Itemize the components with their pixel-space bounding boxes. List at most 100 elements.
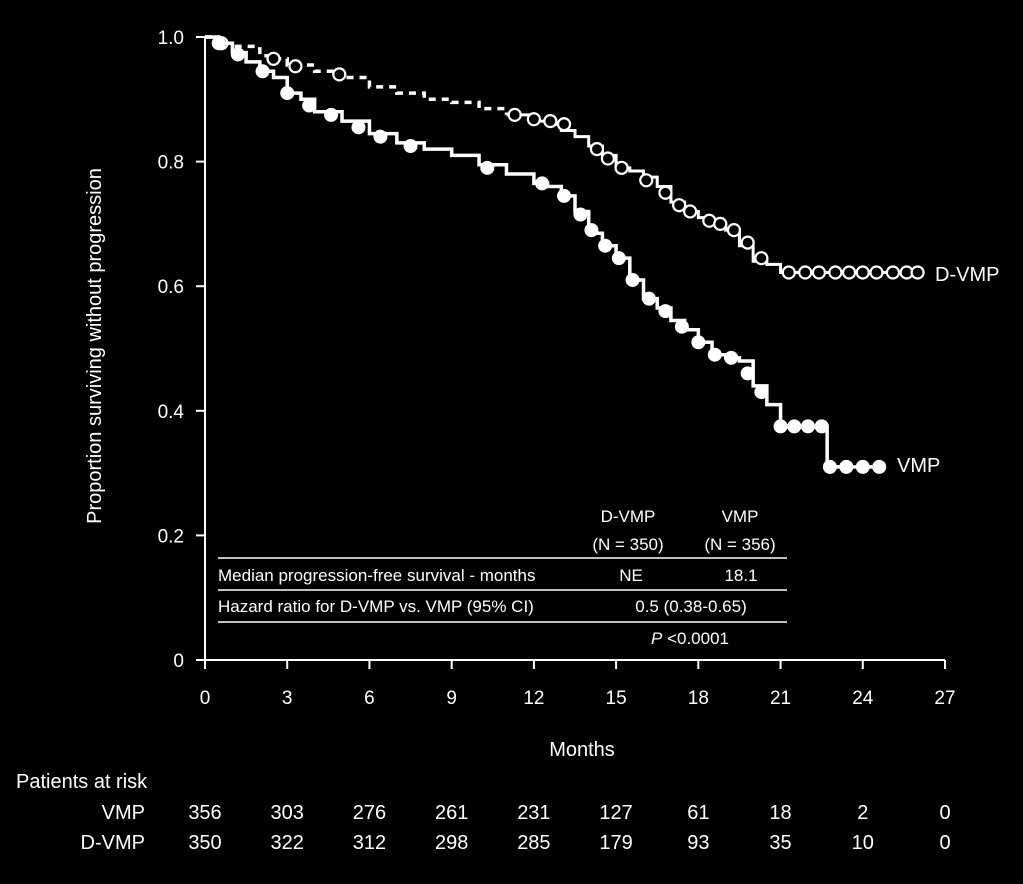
censor-mark-open xyxy=(869,265,884,280)
inset-header-vmp-n: (N = 356) xyxy=(704,535,775,554)
risk-value: 0 xyxy=(939,802,950,824)
censor-mark-filled xyxy=(584,223,599,238)
censor-mark-filled xyxy=(324,107,339,122)
censor-mark-open xyxy=(589,142,605,157)
risk-row-dvmp-label: D-VMP xyxy=(81,832,145,854)
censor-mark-filled xyxy=(230,47,245,62)
inset-p-value: P <0.0001 xyxy=(651,629,729,648)
censor-mark-open xyxy=(798,265,813,280)
risk-row-vmp-label: VMP xyxy=(102,802,145,824)
censor-mark-filled xyxy=(800,419,815,434)
censor-mark-filled xyxy=(740,366,755,381)
inset-row-2-value: 0.5 (0.38-0.65) xyxy=(635,597,747,616)
censor-mark-open xyxy=(828,265,843,280)
x-tick-label: 21 xyxy=(770,688,791,709)
series-label-dvmp: D-VMP xyxy=(935,264,999,286)
risk-value: 179 xyxy=(599,832,632,854)
censor-mark-filled xyxy=(707,347,722,362)
x-tick-label: 6 xyxy=(364,688,375,709)
censor-mark-open xyxy=(841,265,857,280)
x-tick-label: 27 xyxy=(934,688,955,709)
y-tick-label: 0.6 xyxy=(158,277,184,298)
censor-mark-filled xyxy=(535,176,550,191)
censor-mark-filled xyxy=(773,419,788,434)
risk-table: Patients at risk VMP D-VMP 356 303 276 261 2… xyxy=(16,771,951,854)
risk-value: 10 xyxy=(852,832,874,854)
censor-mark-filled xyxy=(211,36,226,51)
risk-value: 231 xyxy=(517,802,550,824)
risk-value: 276 xyxy=(353,802,386,824)
censor-mark-filled xyxy=(302,98,317,113)
censor-mark-filled xyxy=(787,419,802,434)
x-tick-label: 18 xyxy=(688,688,709,709)
censor-mark-open xyxy=(288,59,303,74)
censor-mark-filled xyxy=(839,459,854,474)
risk-table-title: Patients at risk xyxy=(16,771,148,793)
x-tick-label: 9 xyxy=(446,688,457,709)
x-axis-label: Months xyxy=(549,739,615,761)
inset-table: D-VMP (N = 350) VMP (N = 356) Median pro… xyxy=(218,507,787,648)
y-tick-label: 0 xyxy=(173,651,184,672)
y-tick-label: 0.2 xyxy=(158,526,184,547)
inset-row-2-label: Hazard ratio for D-VMP vs. VMP (95% CI) xyxy=(218,597,534,616)
censor-mark-filled xyxy=(855,459,870,474)
censor-mark-filled xyxy=(674,319,689,334)
censor-mark-filled xyxy=(480,160,495,175)
risk-value: 61 xyxy=(687,802,709,824)
x-tick-label: 0 xyxy=(200,688,211,709)
censor-mark-filled xyxy=(691,335,706,350)
censor-mark-filled xyxy=(754,385,769,400)
series-layer xyxy=(205,35,925,474)
risk-value: 285 xyxy=(517,832,550,854)
censor-mark-open xyxy=(266,51,281,66)
x-tick-label: 3 xyxy=(282,688,293,709)
censor-mark-filled xyxy=(625,272,640,287)
inset-row-1-dvmp: NE xyxy=(619,566,643,585)
censor-mark-open xyxy=(811,265,827,280)
censor-mark-open xyxy=(781,265,796,280)
y-tick-label: 0.4 xyxy=(158,402,185,423)
y-axis-label: Proportion surviving without progression xyxy=(84,168,106,524)
series-vmp xyxy=(205,35,887,474)
risk-value: 127 xyxy=(599,802,632,824)
censor-mark-filled xyxy=(598,238,613,253)
inset-header-dvmp: D-VMP xyxy=(601,507,656,526)
censor-mark-filled xyxy=(642,291,656,306)
censor-mark-filled xyxy=(814,419,829,434)
censor-mark-filled xyxy=(280,86,295,101)
censor-mark-open xyxy=(639,173,654,188)
y-tick-label: 0.8 xyxy=(158,153,184,174)
censor-mark-filled xyxy=(611,251,626,266)
censor-mark-open xyxy=(726,223,742,238)
censor-mark-open xyxy=(526,112,541,127)
censor-mark-open xyxy=(740,235,755,250)
y-tick-label: 1.0 xyxy=(158,28,184,49)
series-line-dashed xyxy=(205,35,509,115)
risk-value: 350 xyxy=(188,832,221,854)
inset-row-1-label: Median progression-free survival - month… xyxy=(218,566,535,585)
risk-value: 2 xyxy=(857,802,868,824)
censor-mark-filled xyxy=(822,459,837,474)
risk-value: 298 xyxy=(435,832,468,854)
censor-mark-filled xyxy=(557,188,572,203)
risk-value: 18 xyxy=(769,802,791,824)
censor-mark-open xyxy=(507,107,522,122)
censor-mark-open xyxy=(910,265,925,280)
series-label-vmp: VMP xyxy=(897,455,940,477)
censor-mark-open xyxy=(543,114,558,129)
risk-value: 35 xyxy=(769,832,791,854)
inset-header-dvmp-n: (N = 350) xyxy=(592,535,663,554)
risk-value: 93 xyxy=(687,832,709,854)
censor-mark-filled xyxy=(255,64,270,79)
censor-mark-open xyxy=(332,67,347,82)
censor-mark-open xyxy=(658,185,673,200)
censor-mark-filled xyxy=(724,350,739,365)
censor-mark-open xyxy=(885,265,901,280)
censor-mark-open xyxy=(713,216,728,231)
risk-value: 312 xyxy=(353,832,386,854)
series-d-vmp xyxy=(205,35,925,280)
censor-mark-filled xyxy=(573,207,588,222)
x-tick-label: 12 xyxy=(523,688,544,709)
y-axis: 0 0.2 0.4 0.6 0.8 1.0 xyxy=(158,28,206,672)
